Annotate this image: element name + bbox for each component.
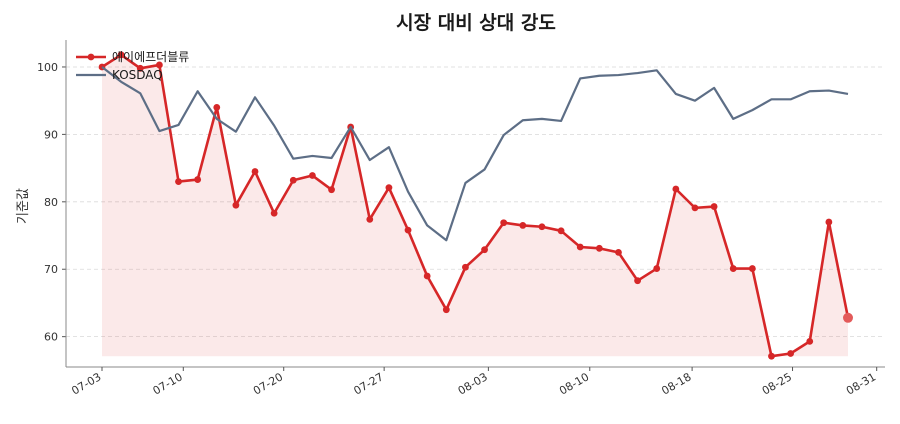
series-area-fill — [102, 54, 848, 357]
data-point — [481, 246, 488, 254]
y-tick-label: 90 — [44, 128, 58, 141]
data-point — [500, 219, 508, 227]
data-point — [309, 172, 316, 179]
data-point — [653, 265, 661, 272]
y-axis-label: 기준값 — [16, 188, 31, 224]
data-point — [595, 244, 603, 252]
data-point — [519, 222, 527, 229]
data-point — [634, 277, 641, 285]
chart-title: 시장 대비 상대 강도 — [396, 12, 556, 34]
data-point — [768, 352, 775, 360]
data-point — [289, 176, 297, 184]
data-point — [806, 337, 814, 345]
data-point — [557, 227, 565, 235]
data-point — [825, 218, 833, 226]
data-point — [538, 223, 546, 231]
series-line — [101, 66, 849, 242]
data-point — [748, 265, 756, 272]
data-point — [385, 184, 393, 192]
data-point — [672, 185, 680, 193]
legend-marker — [87, 53, 95, 61]
x-tick-label: 08-25 — [760, 370, 794, 397]
data-point — [404, 226, 412, 234]
series-line — [101, 53, 850, 358]
x-tick-label: 08-03 — [456, 370, 490, 397]
y-tick-label: 70 — [44, 263, 58, 276]
data-point — [423, 272, 431, 280]
last-point-marker — [843, 312, 853, 323]
data-point — [175, 178, 182, 185]
data-point — [251, 168, 259, 175]
area-fill-layer — [102, 54, 848, 357]
data-point — [710, 203, 718, 210]
y-tick-label: 80 — [44, 196, 58, 209]
legend-label: 에이에프더블류 — [112, 50, 189, 64]
x-tick-label: 08-18 — [659, 370, 693, 397]
series-layer — [98, 51, 853, 360]
data-point — [462, 263, 469, 271]
x-tick-label: 08-10 — [557, 370, 591, 397]
x-tick-label: 07-20 — [251, 370, 285, 397]
x-tick-label: 07-27 — [351, 370, 385, 397]
y-tick-label: 60 — [44, 331, 58, 344]
data-point — [213, 104, 221, 111]
data-point — [576, 243, 584, 251]
data-point — [691, 204, 699, 212]
data-point — [117, 51, 125, 59]
x-tick-label: 07-10 — [151, 370, 185, 397]
data-point — [232, 201, 240, 209]
legend-label: KOSDAQ — [112, 68, 163, 82]
x-tick-label: 07-03 — [69, 370, 103, 397]
data-point — [136, 64, 144, 72]
data-point — [155, 61, 163, 69]
data-point — [270, 209, 278, 217]
y-tick-label: 100 — [37, 61, 58, 74]
data-point — [615, 248, 622, 256]
x-tick-label: 08-31 — [844, 370, 878, 397]
data-point — [442, 306, 450, 314]
data-point — [729, 265, 737, 272]
legend: 에이에프더블류 KOSDAQ — [76, 50, 189, 82]
data-point — [366, 215, 374, 223]
data-point — [787, 350, 795, 357]
data-point — [194, 176, 202, 183]
data-point — [328, 186, 335, 194]
